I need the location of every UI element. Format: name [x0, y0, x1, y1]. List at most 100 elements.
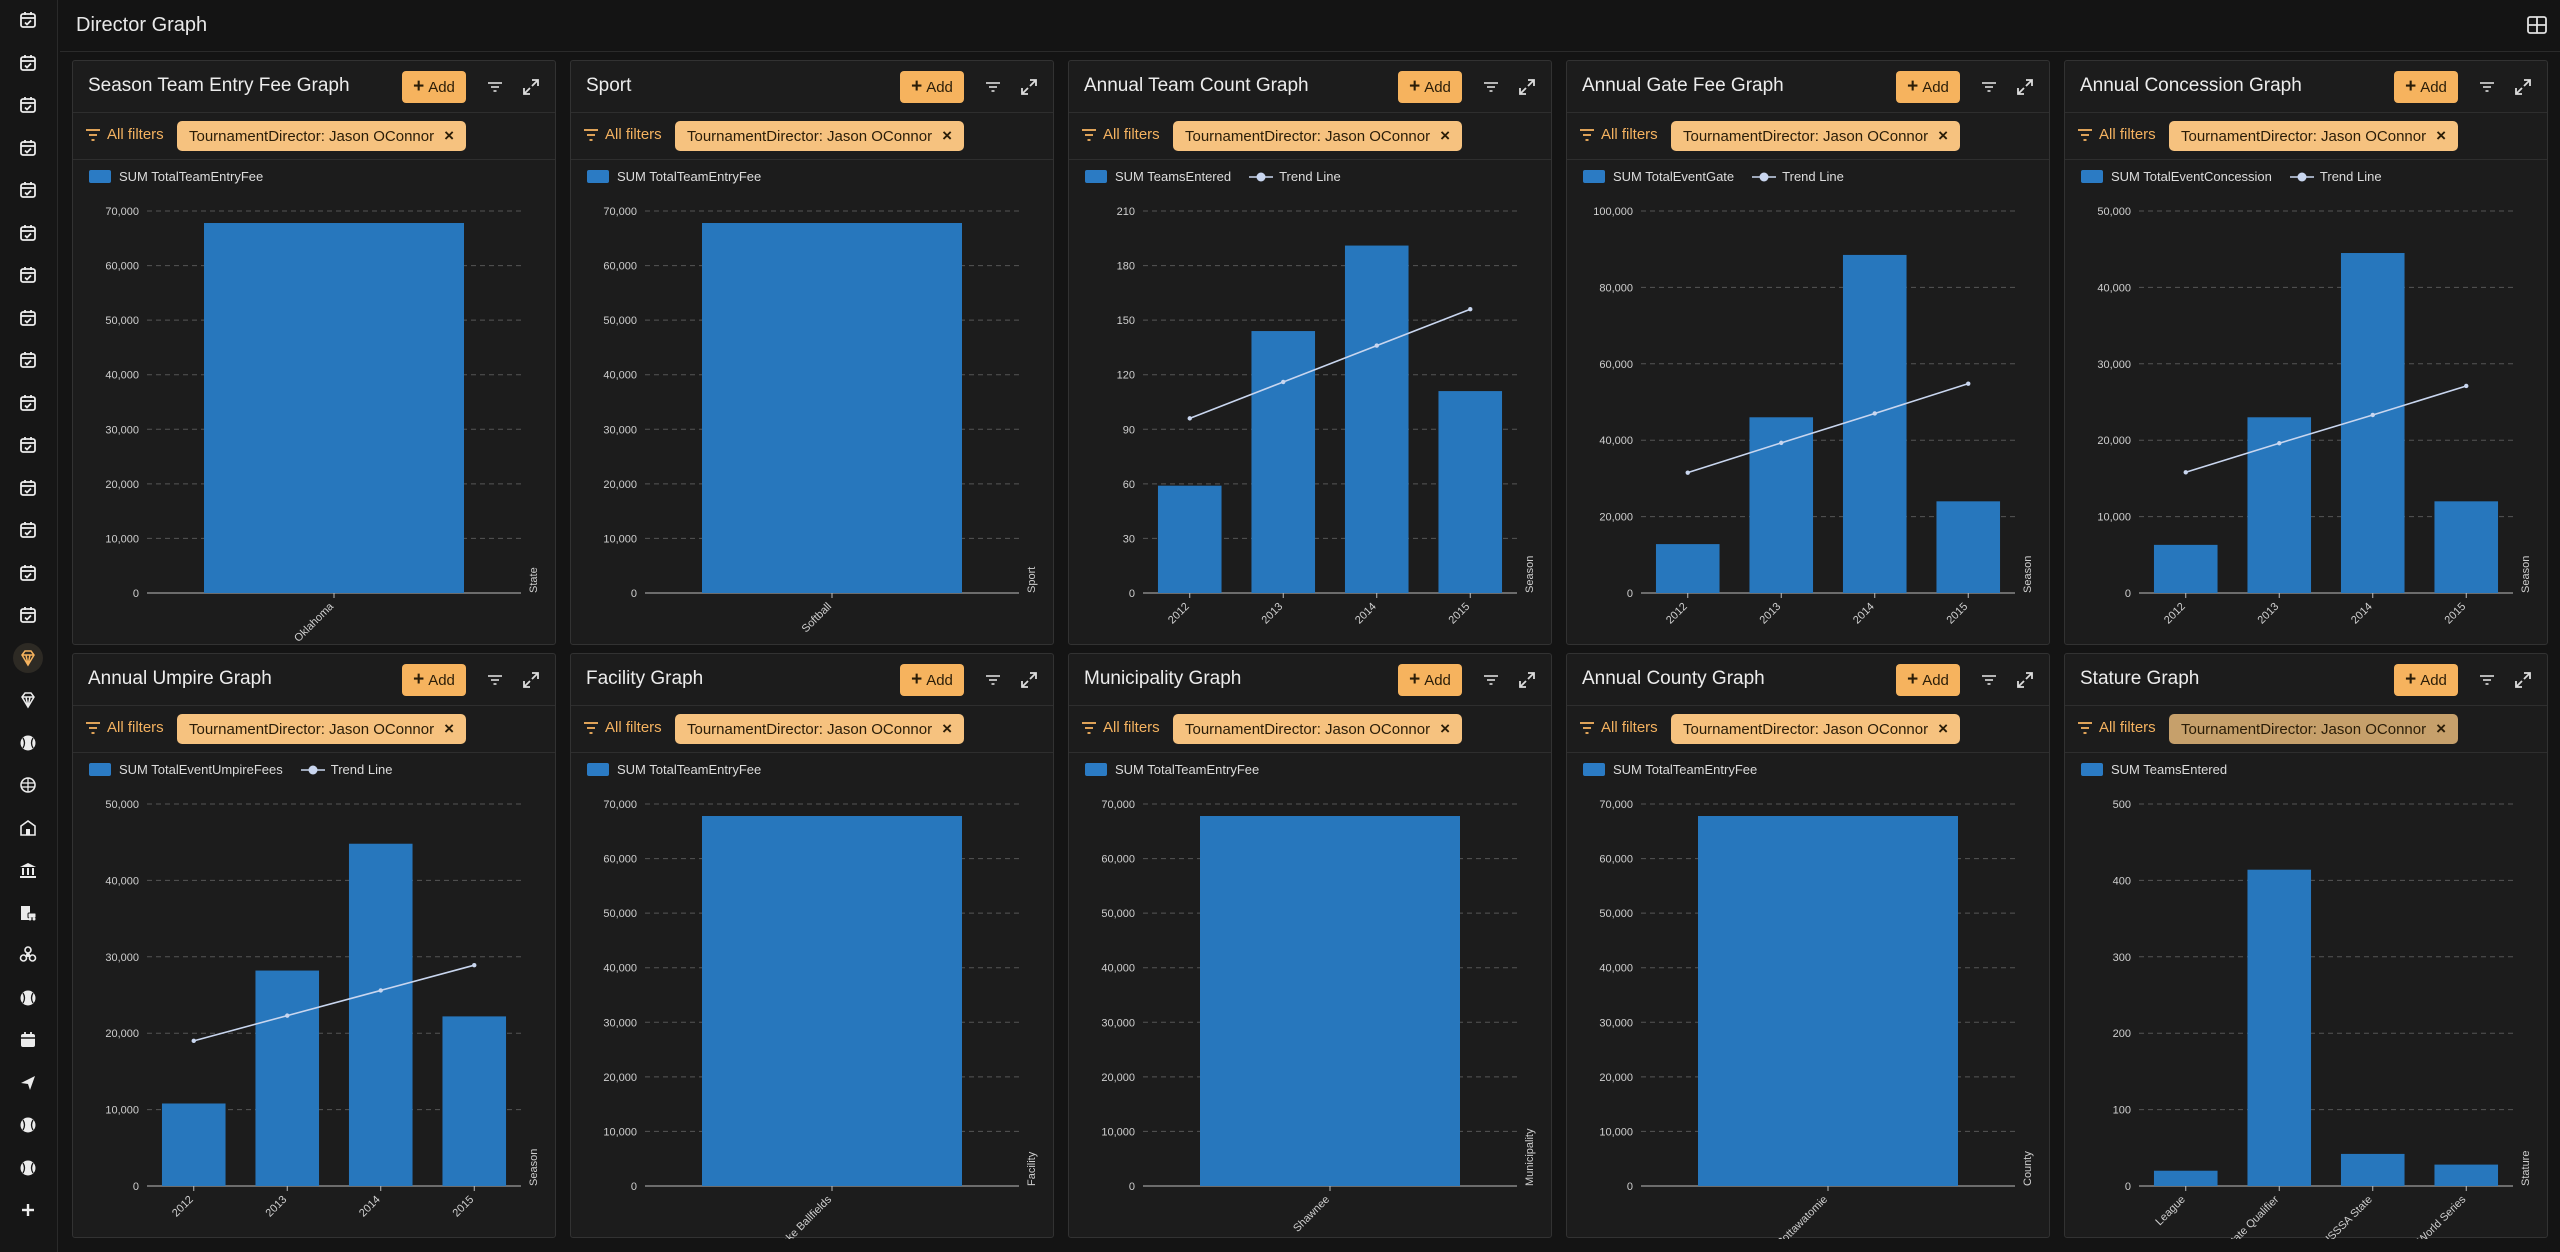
expand-icon[interactable] [521, 77, 541, 97]
add-button[interactable]: + Add [900, 664, 964, 696]
filter-chip[interactable]: TournamentDirector: Jason OConnor × [2169, 714, 2459, 744]
filter-chip[interactable]: TournamentDirector: Jason OConnor × [1671, 714, 1961, 744]
close-icon[interactable]: × [444, 126, 455, 145]
expand-icon[interactable] [1517, 670, 1537, 690]
diamond-icon[interactable] [13, 685, 43, 715]
filter-chip-label: TournamentDirector: Jason OConnor [189, 127, 435, 145]
filter-chip[interactable]: TournamentDirector: Jason OConnor × [177, 121, 467, 151]
all-filters-button[interactable]: All filters [2077, 719, 2156, 736]
calendar-icon[interactable] [13, 1025, 43, 1055]
baseball-icon[interactable] [13, 1110, 43, 1140]
filter-lines-icon[interactable] [485, 77, 505, 97]
panel-header: Annual County Graph + Add [1567, 654, 2049, 706]
biohazard-icon[interactable] [13, 940, 43, 970]
all-filters-button[interactable]: All filters [583, 719, 662, 736]
bar [1842, 254, 1907, 593]
expand-icon[interactable] [2015, 670, 2035, 690]
calendar-check-icon[interactable] [13, 218, 43, 248]
close-icon[interactable]: × [2436, 126, 2447, 145]
grid-layout-icon[interactable] [2526, 14, 2550, 38]
calendar-check-icon[interactable] [13, 515, 43, 545]
calendar-check-icon[interactable] [13, 303, 43, 333]
bar [1936, 501, 2001, 593]
filter-chip[interactable]: TournamentDirector: Jason OConnor × [1671, 121, 1961, 151]
all-filters-button[interactable]: All filters [1579, 126, 1658, 143]
expand-icon[interactable] [1019, 670, 1039, 690]
close-icon[interactable]: × [942, 126, 953, 145]
expand-icon[interactable] [2513, 670, 2533, 690]
filter-lines-icon[interactable] [1481, 77, 1501, 97]
building-icon[interactable] [13, 813, 43, 843]
all-filters-button[interactable]: All filters [1081, 126, 1160, 143]
filter-lines-icon[interactable] [1979, 77, 1999, 97]
expand-icon[interactable] [1019, 77, 1039, 97]
baseball-icon[interactable] [13, 728, 43, 758]
close-icon[interactable]: × [1938, 126, 1949, 145]
close-icon[interactable]: × [444, 719, 455, 738]
close-icon[interactable]: × [2436, 719, 2447, 738]
filter-chip[interactable]: TournamentDirector: Jason OConnor × [1173, 714, 1463, 744]
filter-lines-icon[interactable] [983, 670, 1003, 690]
legend-swatch [89, 763, 111, 776]
calendar-check-icon[interactable] [13, 388, 43, 418]
calendar-check-icon[interactable] [13, 175, 43, 205]
calendar-check-icon[interactable] [13, 5, 43, 35]
add-button[interactable]: + Add [402, 664, 466, 696]
calendar-check-icon[interactable] [13, 260, 43, 290]
add-button[interactable]: + Add [402, 71, 466, 103]
filter-lines-icon[interactable] [1481, 670, 1501, 690]
calendar-check-icon[interactable] [13, 345, 43, 375]
filter-lines-icon[interactable] [1979, 670, 1999, 690]
all-filters-button[interactable]: All filters [85, 126, 164, 143]
close-icon[interactable]: × [1938, 719, 1949, 738]
legend-trend-item: Trend Line [300, 762, 392, 777]
filter-chip[interactable]: TournamentDirector: Jason OConnor × [177, 714, 467, 744]
all-filters-button[interactable]: All filters [2077, 126, 2156, 143]
baseball-icon[interactable] [13, 1153, 43, 1183]
all-filters-button[interactable]: All filters [1579, 719, 1658, 736]
building-car-icon[interactable] [13, 898, 43, 928]
calendar-check-icon[interactable] [13, 133, 43, 163]
all-filters-button[interactable]: All filters [1081, 719, 1160, 736]
add-button[interactable]: + Add [900, 71, 964, 103]
send-icon[interactable] [13, 1068, 43, 1098]
all-filters-button[interactable]: All filters [583, 126, 662, 143]
calendar-check-icon[interactable] [13, 558, 43, 588]
filter-chip[interactable]: TournamentDirector: Jason OConnor × [1173, 121, 1463, 151]
add-button[interactable]: + Add [1398, 71, 1462, 103]
close-icon[interactable]: × [1440, 126, 1451, 145]
filter-lines-icon[interactable] [2477, 670, 2497, 690]
filter-lines-icon[interactable] [485, 670, 505, 690]
calendar-check-icon[interactable] [13, 48, 43, 78]
close-icon[interactable]: × [942, 719, 953, 738]
expand-icon[interactable] [1517, 77, 1537, 97]
legend-swatch [1085, 763, 1107, 776]
add-button[interactable]: + Add [2394, 664, 2458, 696]
filter-row: All filters TournamentDirector: Jason OC… [2065, 113, 2547, 160]
bank-icon[interactable] [13, 855, 43, 885]
calendar-check-icon[interactable] [13, 430, 43, 460]
add-button[interactable]: + Add [1896, 71, 1960, 103]
calendar-check-icon[interactable] [13, 90, 43, 120]
all-filters-button[interactable]: All filters [85, 719, 164, 736]
add-button[interactable]: + Add [2394, 71, 2458, 103]
filter-chip[interactable]: TournamentDirector: Jason OConnor × [675, 714, 965, 744]
trend-point [1779, 440, 1784, 446]
add-button[interactable]: + Add [1896, 664, 1960, 696]
plus-icon[interactable] [13, 1195, 43, 1225]
expand-icon[interactable] [2015, 77, 2035, 97]
filter-chip[interactable]: TournamentDirector: Jason OConnor × [675, 121, 965, 151]
calendar-check-icon[interactable] [13, 600, 43, 630]
baseball-icon[interactable] [13, 983, 43, 1013]
filter-lines-icon[interactable] [983, 77, 1003, 97]
mask-icon[interactable] [13, 770, 43, 800]
calendar-check-icon[interactable] [13, 473, 43, 503]
filter-lines-icon[interactable] [2477, 77, 2497, 97]
close-icon[interactable]: × [1440, 719, 1451, 738]
add-button[interactable]: + Add [1398, 664, 1462, 696]
expand-icon[interactable] [2513, 77, 2533, 97]
filter-chip[interactable]: TournamentDirector: Jason OConnor × [2169, 121, 2459, 151]
diamond-icon[interactable] [13, 642, 43, 673]
legend-trend-item: Trend Line [2289, 169, 2382, 184]
expand-icon[interactable] [521, 670, 541, 690]
